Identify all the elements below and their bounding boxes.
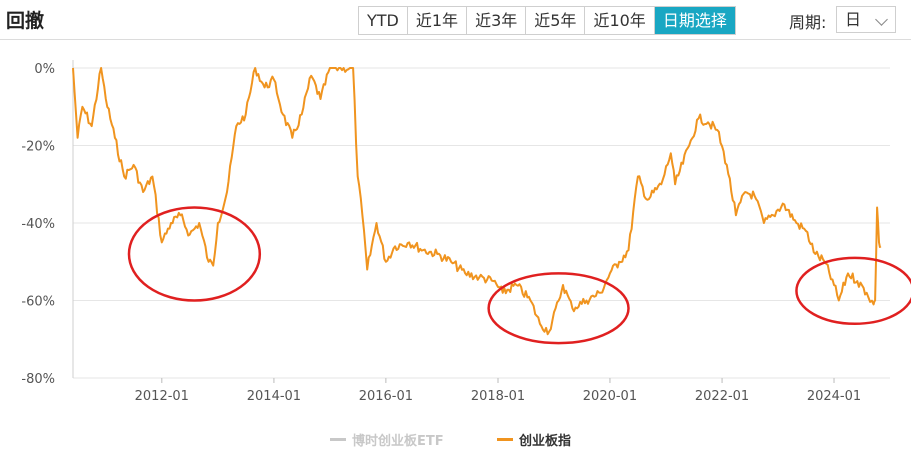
- x-tick-label: 2016-01: [359, 389, 413, 404]
- legend-item-index[interactable]: 创业板指: [497, 430, 571, 449]
- page-title: 回撤: [6, 10, 45, 32]
- legend-item-etf[interactable]: 博时创业板ETF: [330, 430, 444, 449]
- legend-swatch-index: [497, 438, 513, 441]
- range-10y-button[interactable]: 近10年: [585, 7, 655, 34]
- range-custom-date-button[interactable]: 日期选择: [654, 7, 735, 34]
- legend-label-index: 创业板指: [519, 434, 572, 449]
- range-1y-button[interactable]: 近1年: [407, 7, 468, 34]
- x-tick-label: 2018-01: [471, 389, 525, 404]
- legend-swatch-etf: [330, 438, 346, 441]
- x-tick-label: 2014-01: [247, 389, 301, 404]
- x-tick-label: 2020-01: [583, 389, 637, 404]
- chart-legend: 博时创业板ETF 创业板指: [0, 428, 911, 452]
- range-ytd-button[interactable]: YTD: [359, 7, 408, 34]
- range-selector: YTD 近1年 近3年 近5年 近10年 日期选择: [358, 6, 736, 35]
- y-tick-label: -80%: [21, 372, 55, 387]
- range-5y-button[interactable]: 近5年: [526, 7, 586, 34]
- y-tick-label: -20%: [21, 140, 55, 155]
- header-divider: [0, 39, 911, 40]
- highlight-ellipse: [127, 206, 262, 302]
- x-tick-label: 2022-01: [695, 389, 749, 404]
- y-tick-label: -60%: [21, 295, 55, 310]
- drawdown-chart: 0% -20% -40% -60% -80% 2012-01 2014-01 2016-01…: [21, 60, 911, 404]
- series-line-0: [72, 67, 882, 336]
- period-label: 周期:: [789, 13, 827, 32]
- highlight-ellipse: [795, 256, 911, 325]
- period-select[interactable]: 日: [836, 6, 896, 33]
- x-tick-label: 2012-01: [135, 389, 189, 404]
- x-tick-label: 2024-01: [807, 389, 861, 404]
- range-3y-button[interactable]: 近3年: [467, 7, 527, 34]
- y-tick-label: 0%: [34, 62, 55, 77]
- highlight-ellipse: [487, 272, 630, 345]
- y-tick-label: -40%: [21, 217, 55, 232]
- period-value: 日: [845, 10, 862, 29]
- legend-label-etf: 博时创业板ETF: [352, 434, 444, 449]
